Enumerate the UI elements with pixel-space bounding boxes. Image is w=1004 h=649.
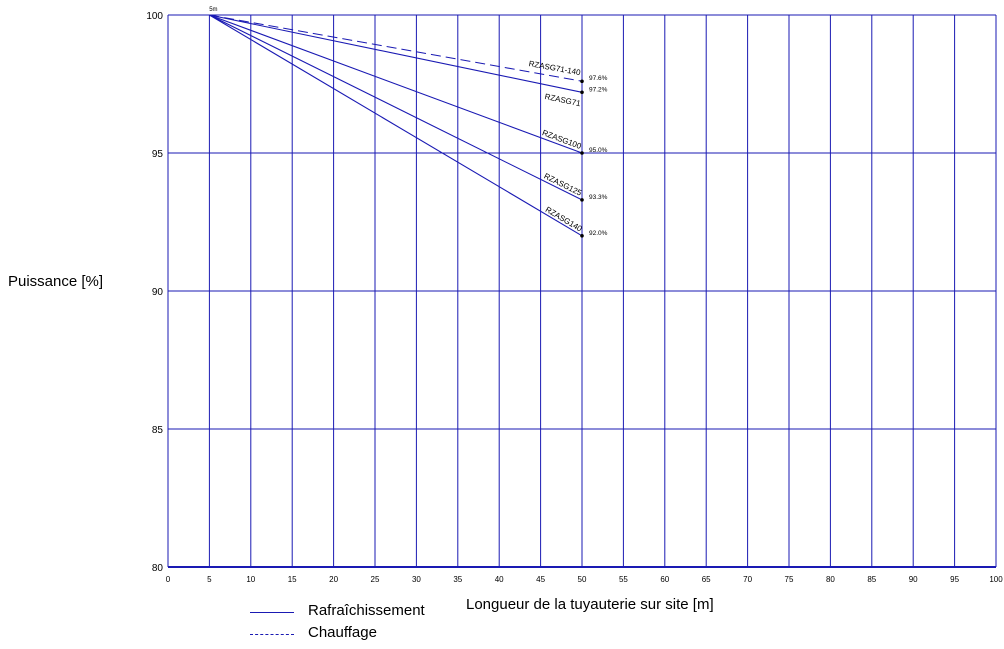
x-tick-label-20: 100	[989, 575, 1003, 584]
end-value-label-rzasg71: 97.2%	[589, 86, 608, 93]
x-tick-label-3: 15	[288, 575, 297, 584]
series-endpoint-rzasg100	[580, 151, 584, 155]
x-tick-label-14: 70	[743, 575, 752, 584]
legend-label-cooling: Rafraîchissement	[308, 602, 425, 619]
series-endpoint-rzasg71-140	[580, 79, 584, 84]
x-tick-label-12: 60	[660, 575, 669, 584]
series-line-rzasg125	[209, 14, 583, 201]
x-tick-label-8: 40	[495, 575, 504, 584]
start-label: 5m	[209, 7, 217, 13]
legend-label-heating: Chauffage	[308, 624, 377, 641]
y-tick-label-0: 80	[152, 563, 164, 574]
end-value-label-rzasg140: 92.0%	[589, 230, 608, 237]
x-tick-label-7: 35	[453, 575, 462, 584]
y-tick-label-4: 100	[146, 11, 163, 22]
series-line-rzasg71	[209, 14, 583, 93]
x-tick-label-17: 85	[867, 575, 876, 584]
end-value-label-rzasg100: 95.0%	[589, 147, 608, 154]
series-line-rzasg71-140	[209, 14, 583, 82]
series-endpoint-rzasg140	[580, 234, 584, 238]
x-tick-label-13: 65	[702, 575, 711, 584]
x-tick-label-2: 10	[246, 575, 255, 584]
series-line-rzasg100	[209, 14, 583, 154]
series-name-label-rzasg71: RZASG71	[544, 92, 582, 108]
series-name-label-rzasg125: RZASG125	[542, 171, 583, 197]
series-line-rzasg140	[209, 14, 583, 237]
end-value-label-rzasg125: 93.3%	[589, 194, 608, 201]
x-tick-label-10: 50	[578, 575, 587, 584]
series-endpoint-rzasg71	[580, 90, 584, 95]
x-tick-label-9: 45	[536, 575, 545, 584]
series-name-label-rzasg71-140: RZASG71-140	[528, 59, 582, 77]
x-tick-label-1: 5	[207, 575, 212, 584]
x-tick-label-5: 25	[371, 575, 380, 584]
series-endpoint-rzasg125	[580, 198, 584, 202]
y-axis-label: Puissance [%]	[8, 273, 104, 290]
x-tick-label-18: 90	[909, 575, 918, 584]
series-name-label-rzasg140: RZASG140	[544, 205, 584, 234]
x-tick-label-11: 55	[619, 575, 628, 584]
y-tick-label-2: 90	[152, 287, 164, 298]
x-tick-label-6: 30	[412, 575, 421, 584]
x-tick-label-4: 20	[329, 575, 338, 584]
x-axis-label: Longueur de la tuyauterie sur site [m]	[466, 596, 714, 613]
end-value-label-rzasg71-140: 97.6%	[589, 75, 608, 82]
y-tick-label-3: 95	[152, 149, 164, 160]
legend-dashed-line	[250, 634, 294, 635]
x-tick-label-19: 95	[950, 575, 959, 584]
x-tick-label-16: 80	[826, 575, 835, 584]
x-tick-label-0: 0	[166, 575, 171, 584]
y-tick-label-1: 85	[152, 425, 164, 436]
legend-solid-line	[250, 612, 294, 613]
x-tick-label-15: 75	[785, 575, 794, 584]
